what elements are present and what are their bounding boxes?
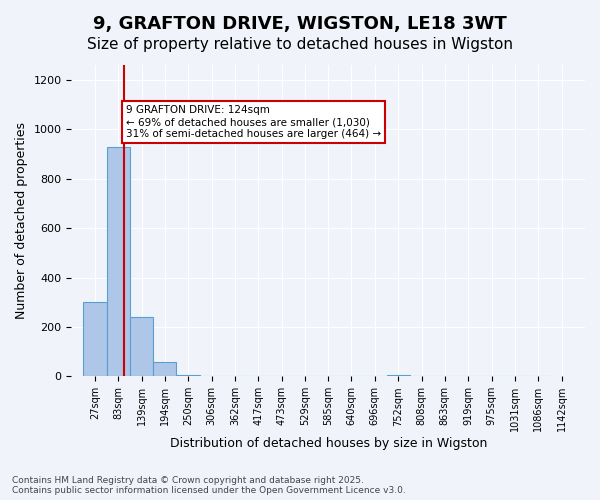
Y-axis label: Number of detached properties: Number of detached properties — [15, 122, 28, 319]
Text: Size of property relative to detached houses in Wigston: Size of property relative to detached ho… — [87, 38, 513, 52]
Bar — [83, 302, 107, 376]
Bar — [386, 375, 410, 376]
Bar — [130, 317, 154, 376]
Text: 9 GRAFTON DRIVE: 124sqm
← 69% of detached houses are smaller (1,030)
31% of semi: 9 GRAFTON DRIVE: 124sqm ← 69% of detache… — [126, 106, 381, 138]
Bar — [176, 375, 200, 376]
Text: Contains HM Land Registry data © Crown copyright and database right 2025.
Contai: Contains HM Land Registry data © Crown c… — [12, 476, 406, 495]
X-axis label: Distribution of detached houses by size in Wigston: Distribution of detached houses by size … — [170, 437, 487, 450]
Text: 9, GRAFTON DRIVE, WIGSTON, LE18 3WT: 9, GRAFTON DRIVE, WIGSTON, LE18 3WT — [93, 15, 507, 33]
Bar — [107, 146, 130, 376]
Bar — [153, 362, 176, 376]
